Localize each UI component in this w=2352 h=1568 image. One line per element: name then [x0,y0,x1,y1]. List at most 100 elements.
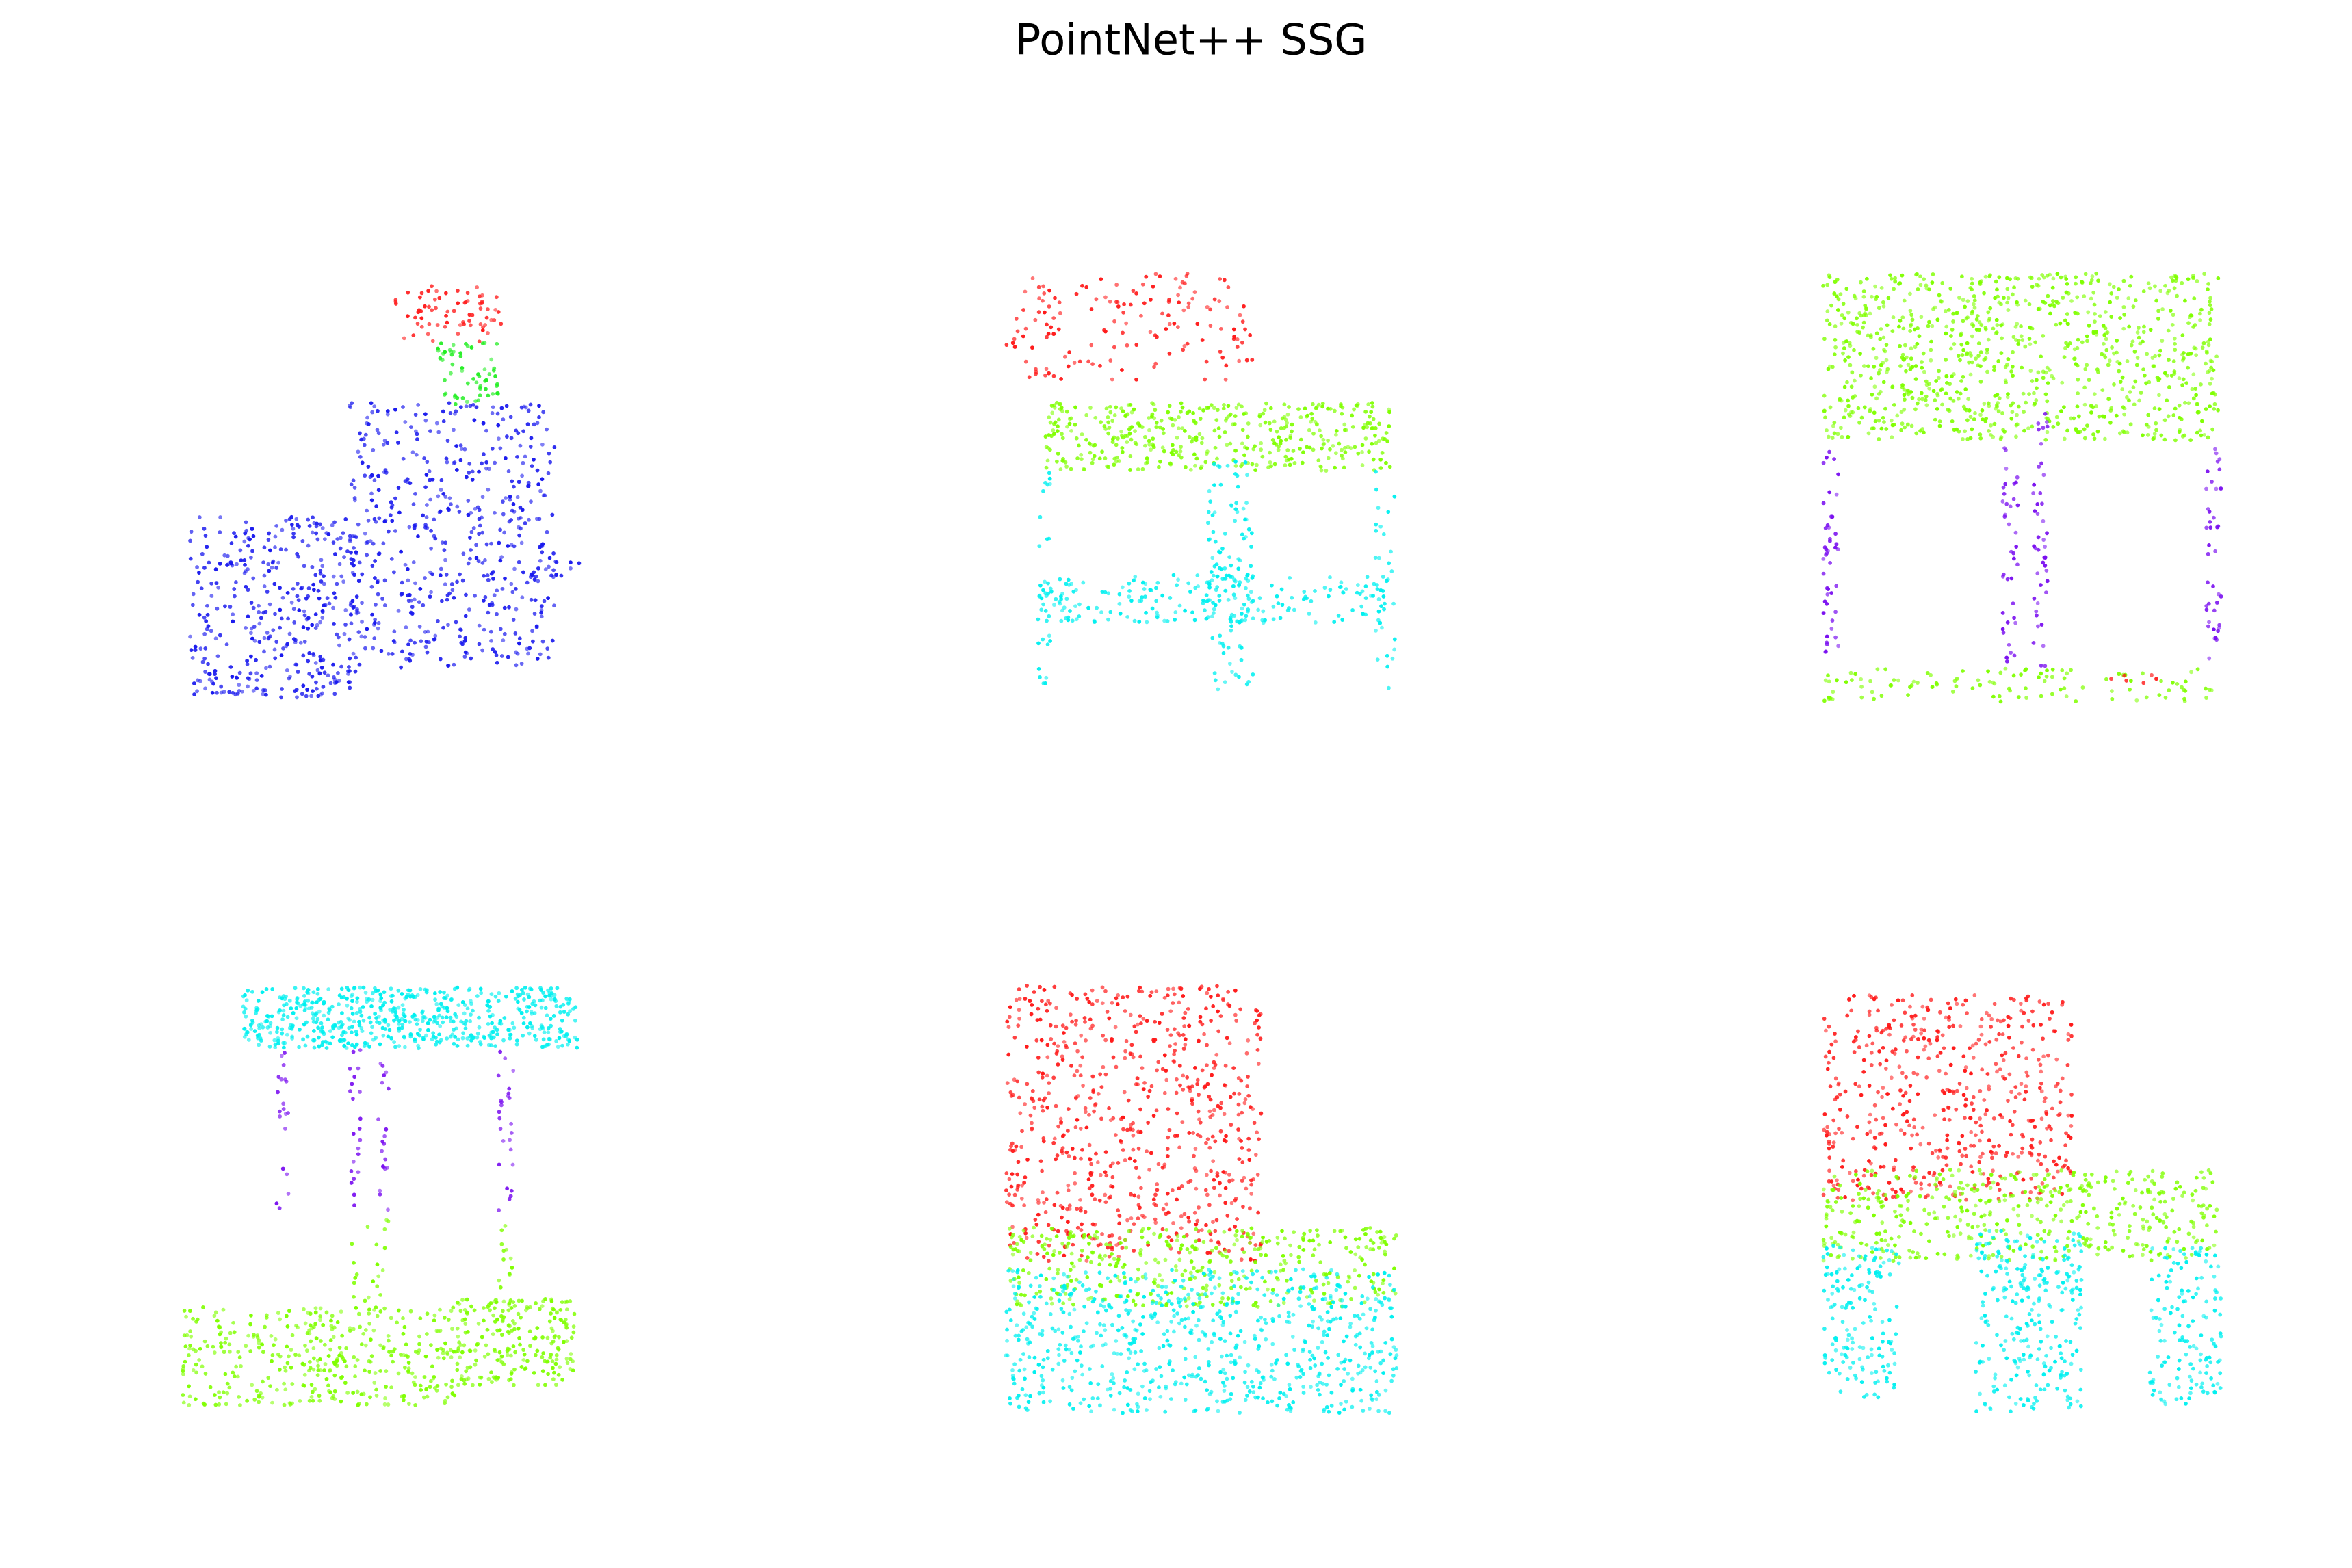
point [251,576,256,581]
point [463,636,468,640]
point [1205,991,1210,995]
point [493,1306,497,1311]
point [1834,492,1839,497]
point [2152,406,2157,410]
point [2056,301,2061,305]
point [1182,428,1187,433]
point [349,550,353,555]
point [1937,293,1942,298]
point [304,1348,309,1353]
point [486,487,491,492]
point [250,1383,254,1387]
point [486,1352,491,1357]
point [339,664,343,669]
point [406,1402,411,1407]
point [1056,417,1061,422]
point [547,451,551,456]
point [460,578,465,583]
point [1213,539,1218,544]
point [1252,1121,1257,1125]
point [541,410,546,415]
point [535,1348,540,1353]
point [1187,1219,1191,1224]
point [1826,587,1831,591]
point [242,558,247,562]
point [194,1348,198,1353]
point [1103,1072,1108,1077]
point [346,1041,350,1045]
point [374,1394,379,1398]
point [1381,575,1385,579]
point [1198,417,1203,421]
point [518,993,523,997]
point [1991,326,1996,331]
point [2128,679,2133,683]
point [2094,404,2098,408]
point [350,561,354,566]
point [555,986,560,991]
point [246,543,250,548]
point [2126,296,2131,300]
point [2191,396,2196,401]
point [295,523,300,527]
point [362,443,367,447]
point [1881,380,1886,384]
point [316,1363,320,1368]
point [2150,672,2154,677]
point [1937,419,1942,423]
point [1228,441,1233,446]
point [549,1311,553,1316]
point [1073,405,1077,410]
point [1869,376,1873,380]
point [1838,426,1843,430]
point [428,1017,432,1022]
point [1089,1162,1093,1166]
point [1244,501,1249,506]
point [1964,408,1969,413]
point [1018,1111,1023,1116]
point [1217,566,1222,571]
point [538,998,543,1003]
point [213,567,218,572]
point [1107,1106,1111,1110]
point [545,1013,549,1018]
point [291,535,296,540]
point [1836,472,1840,477]
point [2219,486,2223,491]
point [546,655,551,660]
point [1952,342,1957,346]
point [432,1018,437,1023]
point [1216,1009,1220,1014]
point [1120,585,1125,590]
point [517,560,521,564]
point [452,428,456,432]
point [2020,338,2025,342]
point [397,1022,401,1026]
point [213,1310,218,1315]
point [432,1015,436,1019]
point [1047,415,1051,419]
point [181,1372,185,1376]
point [1067,1154,1071,1158]
point [1374,469,1378,474]
point [1828,405,1833,410]
point [2207,322,2212,326]
point [1087,999,1092,1004]
point [510,1329,514,1333]
point [298,640,303,645]
point [497,436,501,441]
point [421,513,425,518]
point [257,610,261,614]
point [207,672,212,677]
point [444,573,449,577]
point [509,1188,514,1193]
point [1204,1063,1209,1067]
point [2158,289,2163,293]
point [1829,303,1833,308]
point [1157,465,1161,469]
point [498,1049,503,1054]
point [1970,276,1974,281]
point [423,412,428,417]
point [285,1324,290,1329]
